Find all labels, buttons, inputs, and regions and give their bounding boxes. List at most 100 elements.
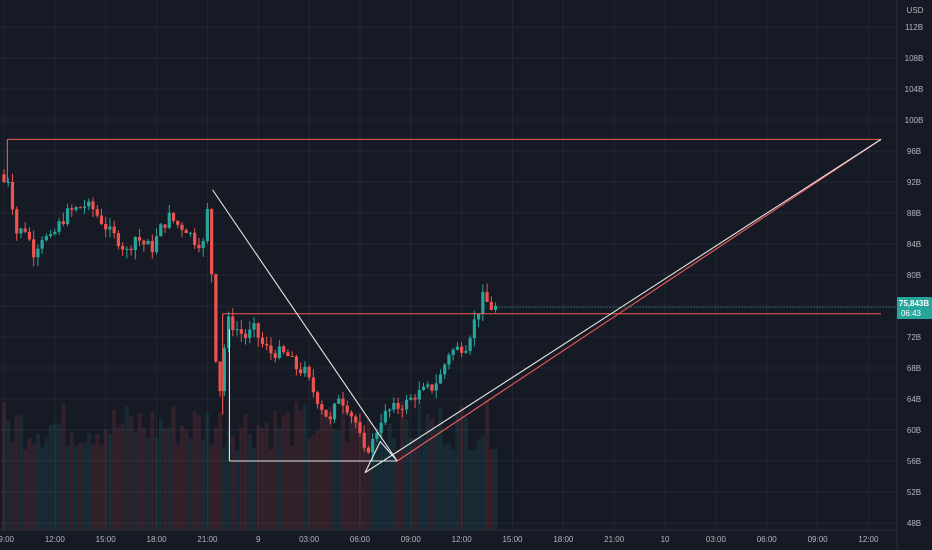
drawing-line-white[interactable]	[364, 138, 882, 474]
candle-body[interactable]	[324, 409, 328, 417]
candle-body[interactable]	[438, 374, 443, 384]
candle-body[interactable]	[426, 384, 430, 387]
candle-body[interactable]	[53, 231, 57, 235]
candle-body[interactable]	[354, 416, 358, 423]
candle-body[interactable]	[383, 410, 387, 423]
candle-body[interactable]	[265, 344, 269, 346]
candle-body[interactable]	[455, 346, 460, 350]
candle-body[interactable]	[159, 224, 163, 237]
candle-body[interactable]	[468, 338, 472, 351]
candle-body[interactable]	[443, 364, 447, 375]
candle-body[interactable]	[489, 302, 493, 310]
candle-body[interactable]	[409, 397, 413, 400]
candle-body[interactable]	[226, 316, 231, 349]
candle-body[interactable]	[163, 224, 167, 228]
drawing-line-white[interactable]	[212, 189, 398, 462]
candle-body[interactable]	[375, 432, 379, 439]
drawing-triangle-white[interactable]	[364, 440, 398, 473]
candle-body[interactable]	[286, 352, 290, 357]
candle-body[interactable]	[205, 209, 209, 242]
candle-body[interactable]	[218, 361, 222, 392]
candle-body[interactable]	[176, 220, 180, 225]
candle-body[interactable]	[222, 348, 226, 392]
currency-label[interactable]: USD	[907, 6, 924, 15]
candle-body[interactable]	[197, 244, 201, 249]
candle-body[interactable]	[171, 212, 176, 221]
candle-body[interactable]	[6, 182, 10, 183]
candle-body[interactable]	[320, 404, 324, 410]
candle-body[interactable]	[451, 349, 455, 355]
candle-body[interactable]	[214, 274, 218, 362]
candle-body[interactable]	[252, 323, 256, 330]
candle-body[interactable]	[49, 234, 53, 237]
candle-body[interactable]	[413, 397, 417, 400]
candle-body[interactable]	[421, 386, 426, 391]
candle-body[interactable]	[104, 224, 108, 230]
candle-body[interactable]	[269, 345, 273, 354]
candle-body[interactable]	[99, 215, 104, 225]
candle-body[interactable]	[493, 305, 498, 310]
candle-body[interactable]	[70, 208, 74, 210]
candle-body[interactable]	[311, 377, 315, 393]
candle-body[interactable]	[129, 248, 133, 251]
candle-body[interactable]	[299, 369, 303, 374]
candle-body[interactable]	[315, 392, 320, 405]
candle-body[interactable]	[188, 232, 193, 234]
candle-body[interactable]	[2, 174, 6, 182]
drawing-line-red[interactable]	[396, 138, 882, 462]
candle-body[interactable]	[91, 201, 95, 210]
candle-body[interactable]	[61, 221, 65, 225]
candle-body[interactable]	[180, 224, 184, 230]
candle-body[interactable]	[78, 207, 82, 209]
candle-body[interactable]	[332, 403, 337, 420]
candle-body[interactable]	[235, 329, 239, 331]
candle-body[interactable]	[57, 221, 61, 232]
candle-body[interactable]	[108, 226, 112, 230]
candle-body[interactable]	[243, 333, 248, 339]
candle-body[interactable]	[133, 236, 137, 251]
candle-body[interactable]	[19, 228, 23, 234]
candle-body[interactable]	[404, 399, 409, 410]
candle-body[interactable]	[150, 241, 154, 253]
candle-body[interactable]	[307, 366, 311, 378]
candle-body[interactable]	[44, 236, 48, 241]
candle-body[interactable]	[146, 241, 150, 245]
candle-body[interactable]	[396, 402, 400, 409]
candle-body[interactable]	[125, 248, 129, 250]
candle-body[interactable]	[184, 229, 188, 234]
candle-body[interactable]	[477, 314, 481, 320]
candle-body[interactable]	[481, 292, 485, 315]
candle-body[interactable]	[366, 447, 371, 453]
candle-body[interactable]	[82, 206, 87, 208]
candle-body[interactable]	[154, 236, 159, 253]
candle-body[interactable]	[358, 422, 362, 433]
candle-body[interactable]	[248, 329, 252, 339]
candle-body[interactable]	[15, 209, 19, 234]
candle-body[interactable]	[337, 398, 341, 404]
candle-body[interactable]	[210, 209, 214, 275]
candle-body[interactable]	[434, 383, 438, 391]
candle-body[interactable]	[273, 353, 277, 359]
candle-body[interactable]	[142, 240, 146, 245]
candle-body[interactable]	[65, 208, 70, 225]
candle-body[interactable]	[239, 329, 243, 334]
candle-body[interactable]	[303, 366, 307, 374]
candle-body[interactable]	[430, 384, 434, 391]
candle-body[interactable]	[36, 248, 40, 258]
candlesticks[interactable]	[2, 169, 498, 462]
candle-body[interactable]	[23, 228, 27, 232]
candle-body[interactable]	[290, 356, 294, 358]
candle-body[interactable]	[277, 346, 282, 359]
candle-body[interactable]	[282, 346, 286, 353]
candle-body[interactable]	[167, 212, 171, 228]
candle-body[interactable]	[341, 398, 345, 406]
candle-body[interactable]	[417, 390, 421, 400]
candle-body[interactable]	[74, 207, 78, 210]
trendline-drawings[interactable]	[6, 138, 932, 474]
candle-body[interactable]	[40, 240, 44, 249]
candle-body[interactable]	[201, 241, 205, 249]
candle-body[interactable]	[388, 409, 392, 411]
candle-body[interactable]	[138, 236, 142, 241]
candle-body[interactable]	[460, 346, 464, 353]
